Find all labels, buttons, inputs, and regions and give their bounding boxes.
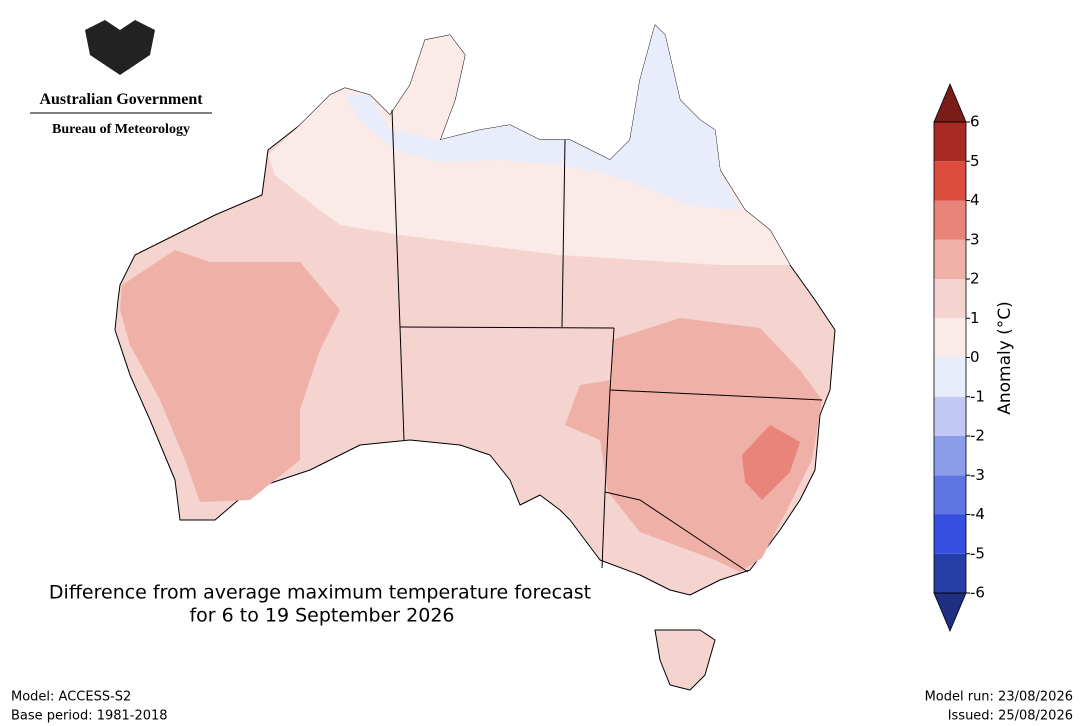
region-2-3-east xyxy=(565,318,822,572)
model-label: Model: ACCESS-S2 xyxy=(11,690,131,705)
colorbar: -6 -5 -4 -3 -2 -1 0 1 2 3 4 5 6 xyxy=(933,82,985,633)
colorbar-tick-label: 5 xyxy=(970,152,980,170)
colorbar-segment xyxy=(934,279,966,319)
colorbar-extend-high xyxy=(933,82,967,123)
vic-border xyxy=(604,491,749,573)
colorbar-segment xyxy=(934,396,966,436)
colorbar-segment xyxy=(934,239,966,279)
title-line-1: Difference from average maximum temperat… xyxy=(49,582,591,604)
coat-of-arms xyxy=(85,20,155,75)
colorbar-segment xyxy=(934,122,966,162)
colorbar-segment xyxy=(934,553,966,593)
colorbar-tick-label: -5 xyxy=(970,544,985,562)
colorbar-tick-label: 3 xyxy=(970,230,980,248)
base-period: Base period: 1981-2018 xyxy=(11,709,168,724)
region-2-3-west xyxy=(120,250,340,502)
model-run: Model run: 23/08/2026 xyxy=(925,690,1073,705)
region-3-4 xyxy=(742,425,800,500)
colorbar-tick-label: 2 xyxy=(970,270,980,288)
issued-date: Issued: 25/08/2026 xyxy=(948,709,1073,724)
bureau-name: Bureau of Meteorology xyxy=(52,122,190,137)
colorbar-tick-label: 0 xyxy=(970,348,980,366)
colorbar-segment xyxy=(934,436,966,476)
colorbar-segment xyxy=(934,514,966,554)
colorbar-tick-label: 6 xyxy=(970,113,980,131)
logo: Australian Government Bureau of Meteorol… xyxy=(30,20,212,137)
agency-name: Australian Government xyxy=(39,91,203,108)
colorbar-tick-label: -6 xyxy=(970,584,985,602)
colorbar-segment xyxy=(934,357,966,397)
colorbar-tick-label: -1 xyxy=(970,387,985,405)
colorbar-tick-label: -2 xyxy=(970,427,985,445)
region-minus1-0 xyxy=(345,25,740,210)
nt-sa-border xyxy=(399,326,615,329)
colorbar-tick-label: 1 xyxy=(970,309,980,327)
colorbar-segment xyxy=(934,475,966,515)
title-line-2: for 6 to 19 September 2026 xyxy=(189,605,454,627)
colorbar-label: Anomaly (°C) xyxy=(995,301,1015,415)
nt-qld-border xyxy=(561,139,566,328)
state-borders xyxy=(391,109,823,573)
colorbar-tick-label: -3 xyxy=(970,466,985,484)
australia-map xyxy=(114,24,836,691)
colorbar-tick-label: 4 xyxy=(970,191,980,209)
colorbar-segment xyxy=(934,318,966,358)
colorbar-tick-label: -4 xyxy=(970,505,985,523)
colorbar-segment xyxy=(934,200,966,240)
tasmania xyxy=(654,629,716,691)
colorbar-segment xyxy=(934,161,966,201)
colorbar-extend-low xyxy=(933,592,967,633)
